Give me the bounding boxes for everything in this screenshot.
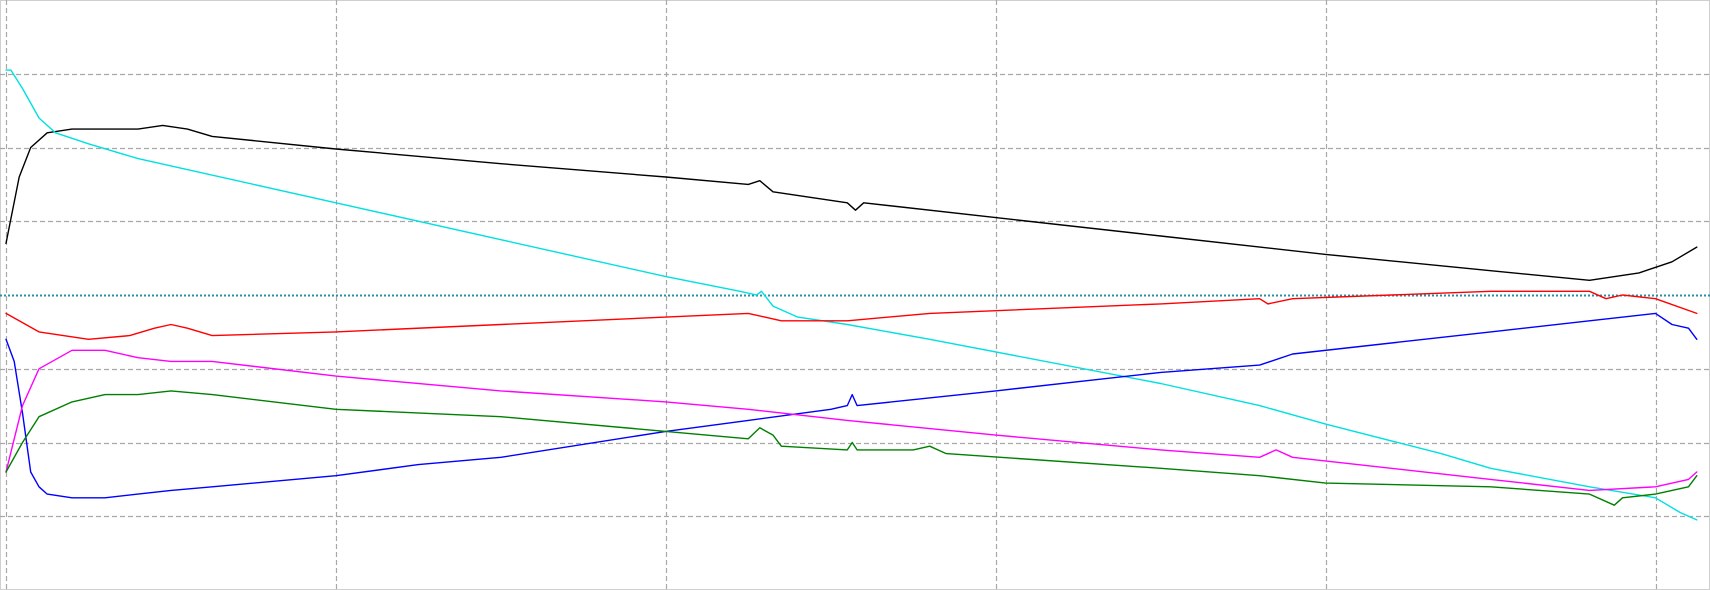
series-line-1 [5,124,1698,281]
series-line-6 [5,390,1698,506]
series-line-4 [5,312,1698,499]
series-line-5 [5,349,1698,492]
series-line-2 [5,69,1698,521]
series-lines [5,69,1698,521]
series-line-3 [5,290,1698,340]
